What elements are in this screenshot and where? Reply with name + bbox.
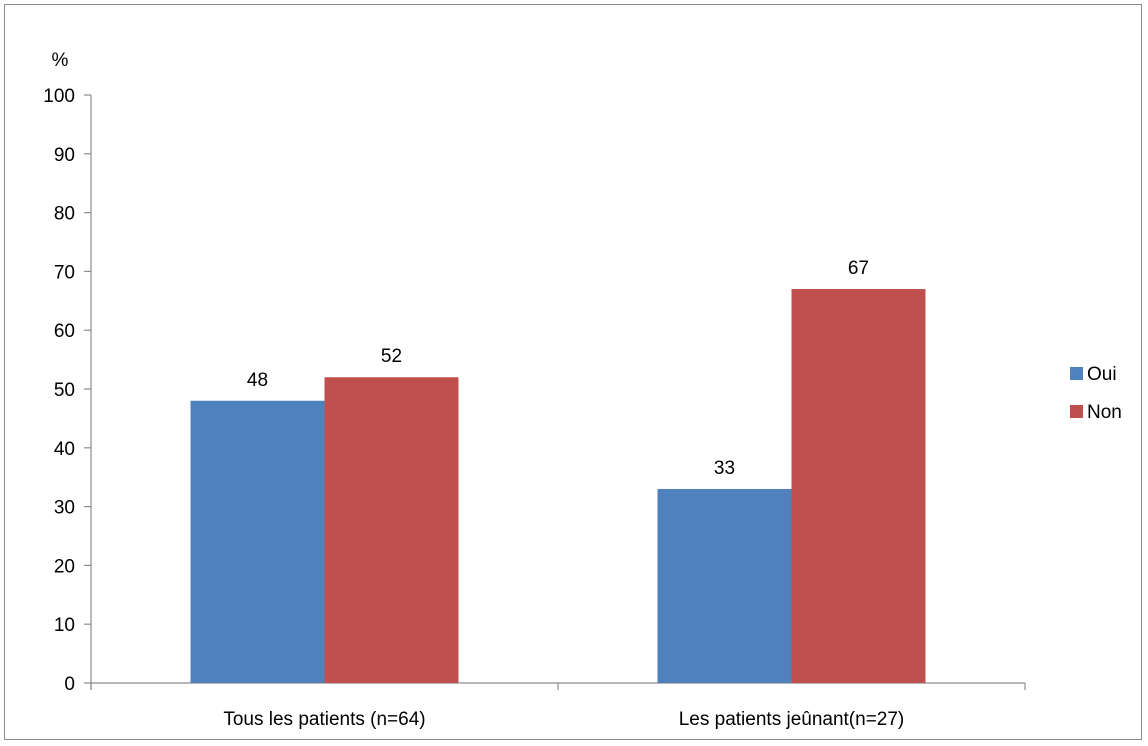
- data-label: 33: [714, 458, 735, 479]
- legend-swatch-oui: [1070, 367, 1083, 380]
- y-tick-label: 10: [54, 615, 75, 636]
- bar-non-0: [324, 377, 459, 683]
- legend-label: Oui: [1087, 364, 1117, 385]
- data-label: 67: [848, 258, 869, 279]
- legend-swatch-non: [1070, 405, 1083, 418]
- category-label: Tous les patients (n=64): [223, 709, 425, 730]
- bar-oui-0: [190, 400, 325, 683]
- bar-oui-1: [657, 488, 792, 683]
- y-tick-label: 70: [54, 262, 75, 283]
- legend-label: Non: [1087, 402, 1122, 423]
- y-tick-label: 50: [54, 380, 75, 401]
- y-tick-label: 0: [64, 674, 75, 695]
- category-label: Les patients jeûnant(n=27): [679, 709, 905, 730]
- y-axis-unit-label: %: [52, 50, 69, 71]
- data-label: 52: [381, 346, 402, 367]
- y-tick-label: 30: [54, 498, 75, 519]
- y-tick-label: 40: [54, 439, 75, 460]
- y-tick-label: 80: [54, 204, 75, 225]
- y-tick-label: 100: [43, 86, 75, 107]
- data-label: 48: [247, 370, 268, 391]
- y-tick-label: 90: [54, 145, 75, 166]
- bar-non-1: [791, 289, 926, 683]
- y-tick-label: 20: [54, 556, 75, 577]
- y-tick-label: 60: [54, 321, 75, 342]
